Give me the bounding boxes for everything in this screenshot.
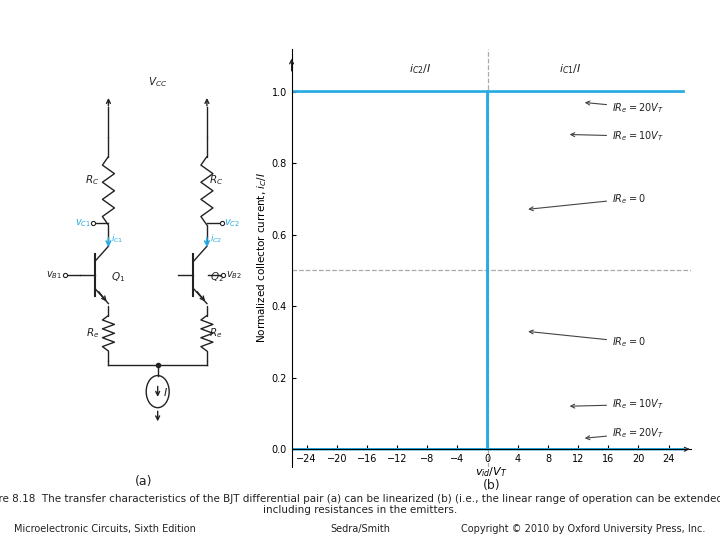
X-axis label: $v_{id}/V_T$: $v_{id}/V_T$: [475, 465, 508, 480]
Text: $v_{C2}$: $v_{C2}$: [224, 218, 240, 229]
Text: $i_{C1}/I$: $i_{C1}/I$: [559, 62, 582, 76]
Text: $Q_2$: $Q_2$: [210, 270, 224, 284]
Text: $v_{B1}$: $v_{B1}$: [46, 269, 63, 281]
Text: Sedra/Smith: Sedra/Smith: [330, 524, 390, 534]
Text: (b): (b): [482, 478, 500, 492]
Text: $v_{B2}$: $v_{B2}$: [225, 269, 241, 281]
Text: $Q_1$: $Q_1$: [111, 270, 125, 284]
Text: including resistances in the emitters.: including resistances in the emitters.: [263, 505, 457, 515]
Text: $IR_e = 10V_T$: $IR_e = 10V_T$: [571, 397, 664, 411]
Text: Copyright © 2010 by Oxford University Press, Inc.: Copyright © 2010 by Oxford University Pr…: [462, 524, 706, 534]
Text: $R_C$: $R_C$: [86, 173, 99, 187]
Text: $IR_e = 20V_T$: $IR_e = 20V_T$: [586, 101, 664, 114]
Text: $i_{C2}$: $i_{C2}$: [210, 233, 222, 245]
Text: $R_e$: $R_e$: [209, 326, 222, 340]
Text: $v_{C1}$: $v_{C1}$: [76, 218, 91, 229]
Text: $IR_e = 10V_T$: $IR_e = 10V_T$: [571, 130, 664, 143]
Text: $IR_e = 20V_T$: $IR_e = 20V_T$: [586, 426, 664, 440]
Text: Figure 8.18  The transfer characteristics of the BJT differential pair (a) can b: Figure 8.18 The transfer characteristics…: [0, 494, 720, 504]
Text: $R_e$: $R_e$: [86, 326, 99, 340]
Text: $R_C$: $R_C$: [209, 173, 223, 187]
Text: $IR_e = 0$: $IR_e = 0$: [529, 192, 646, 211]
Text: $IR_e = 0$: $IR_e = 0$: [529, 330, 646, 349]
Text: (a): (a): [135, 475, 153, 488]
Text: $I$: $I$: [163, 386, 168, 397]
Text: $V_{CC}$: $V_{CC}$: [148, 76, 167, 90]
Text: $i_{C1}$: $i_{C1}$: [111, 233, 124, 245]
Text: Microelectronic Circuits, Sixth Edition: Microelectronic Circuits, Sixth Edition: [14, 524, 197, 534]
Text: $i_{C2}/I$: $i_{C2}/I$: [408, 62, 431, 76]
Y-axis label: Normalized collector current, $i_C / I$: Normalized collector current, $i_C / I$: [255, 172, 269, 343]
